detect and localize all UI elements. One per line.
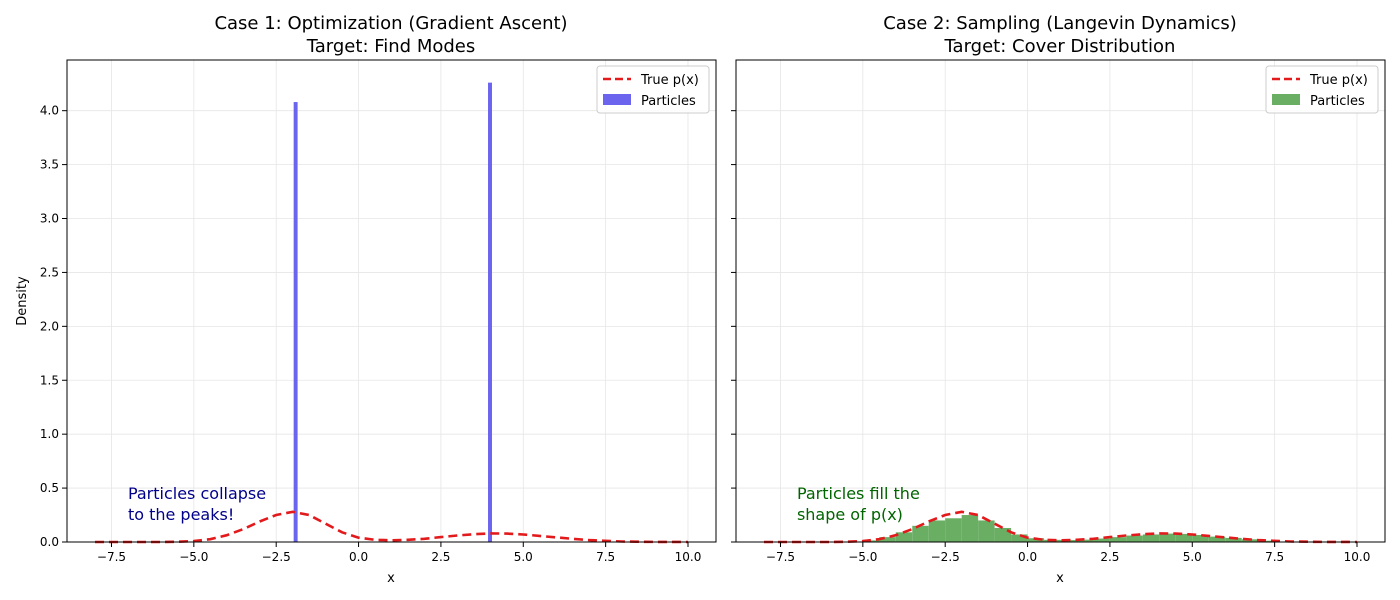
- histogram-bar: [1159, 533, 1176, 542]
- legend-label-particles: Particles: [1310, 94, 1365, 109]
- histogram-bar: [879, 537, 896, 542]
- plot-frame: [66, 59, 717, 543]
- legend-label-particles: Particles: [641, 94, 696, 109]
- x-tick-label: 0.0: [1018, 550, 1037, 564]
- annotation-line-1: Particles collapse: [128, 484, 266, 503]
- x-tick-label: 2.5: [431, 550, 450, 564]
- x-tick-label: −7.5: [97, 550, 126, 564]
- histogram-bar: [488, 82, 492, 543]
- x-tick-label: 2.5: [1100, 550, 1119, 564]
- y-tick-label: 1.5: [40, 373, 59, 387]
- density-curve: [764, 510, 1358, 544]
- histogram-bar: [1126, 535, 1143, 542]
- histogram-bar: [1027, 538, 1045, 542]
- legend-label-curve: True p(x): [640, 73, 699, 88]
- x-tick-label: −2.5: [262, 550, 291, 564]
- x-tick-label: 10.0: [1344, 550, 1371, 564]
- histogram-bar: [978, 520, 995, 542]
- legend-bar-swatch: [603, 94, 631, 105]
- histogram-bar: [1192, 534, 1209, 542]
- y-tick-label: 1.0: [40, 427, 59, 441]
- y-tick-label: 0.5: [40, 481, 59, 495]
- plot-frame: [735, 59, 1386, 543]
- x-tick-label: 5.0: [1183, 550, 1202, 564]
- x-axis-label: x: [1056, 571, 1064, 586]
- x-tick-label: −7.5: [766, 550, 795, 564]
- histogram-bar: [961, 515, 979, 542]
- particle-histogram: [846, 515, 1275, 542]
- y-tick-label: 2.5: [40, 265, 59, 279]
- y-axis-ticks: 0.0 0.5 1.0 1.5 2.0 2.5 3.0 3.5 4.0: [40, 104, 67, 549]
- histogram-bar: [1258, 540, 1275, 542]
- x-tick-label: 10.0: [675, 550, 702, 564]
- x-axis-ticks: −7.5 −5.0 −2.5 0.0 2.5 5.0 7.5 10.0: [97, 542, 701, 564]
- x-tick-label: 0.0: [349, 550, 368, 564]
- chart-panel-optimization: Case 1: Optimization (Gradient Ascent) T…: [15, 13, 717, 586]
- histogram-bar: [1225, 537, 1242, 542]
- x-axis-ticks: −7.5 −5.0 −2.5 0.0 2.5 5.0 7.5 10.0: [766, 542, 1370, 564]
- chart-subtitle: Target: Cover Distribution: [944, 36, 1176, 57]
- x-tick-label: 7.5: [1265, 550, 1284, 564]
- legend: True p(x) Particles: [596, 65, 710, 114]
- histogram-bar: [1175, 533, 1193, 542]
- x-tick-label: 7.5: [596, 550, 615, 564]
- histogram-bar: [862, 540, 880, 542]
- histogram-bar: [1093, 538, 1110, 542]
- histogram-bar: [945, 518, 962, 542]
- chart-panel-sampling: Case 2: Sampling (Langevin Dynamics) Tar…: [731, 13, 1386, 586]
- y-tick-label: 2.0: [40, 319, 59, 333]
- annotation-line-1: Particles fill the: [797, 484, 920, 503]
- histogram-bar: [895, 532, 913, 542]
- legend: True p(x) Particles: [1265, 65, 1379, 114]
- y-tick-label: 3.0: [40, 212, 59, 226]
- x-axis-label: x: [387, 571, 395, 586]
- x-tick-label: 5.0: [514, 550, 533, 564]
- particle-histogram: [293, 82, 492, 543]
- density-curve: [95, 510, 689, 544]
- legend-bar-swatch: [1272, 94, 1300, 105]
- histogram-bar: [928, 520, 946, 542]
- legend-label-curve: True p(x): [1309, 73, 1368, 88]
- x-tick-label: −5.0: [179, 550, 208, 564]
- histogram-bar: [1142, 534, 1160, 542]
- y-tick-label: 0.0: [40, 535, 59, 549]
- x-tick-label: −2.5: [931, 550, 960, 564]
- histogram-bar: [1208, 536, 1226, 542]
- y-axis-label: Density: [15, 276, 30, 326]
- chart-subtitle: Target: Find Modes: [306, 36, 476, 57]
- chart-title: Case 2: Sampling (Langevin Dynamics): [883, 13, 1237, 34]
- grid-lines: [67, 60, 716, 543]
- y-axis-ticks: [731, 110, 736, 543]
- histogram-bar: [1076, 539, 1094, 542]
- histogram-bar: [293, 102, 298, 543]
- annotation-line-2: to the peaks!: [128, 505, 234, 524]
- histogram-bar: [1109, 537, 1127, 542]
- x-tick-label: −5.0: [848, 550, 877, 564]
- y-tick-label: 4.0: [40, 104, 59, 118]
- chart-title: Case 1: Optimization (Gradient Ascent): [214, 13, 567, 34]
- histogram-bar: [912, 525, 929, 542]
- histogram-bar: [1011, 534, 1028, 542]
- annotation-line-2: shape of p(x): [797, 505, 903, 524]
- y-tick-label: 3.5: [40, 158, 59, 172]
